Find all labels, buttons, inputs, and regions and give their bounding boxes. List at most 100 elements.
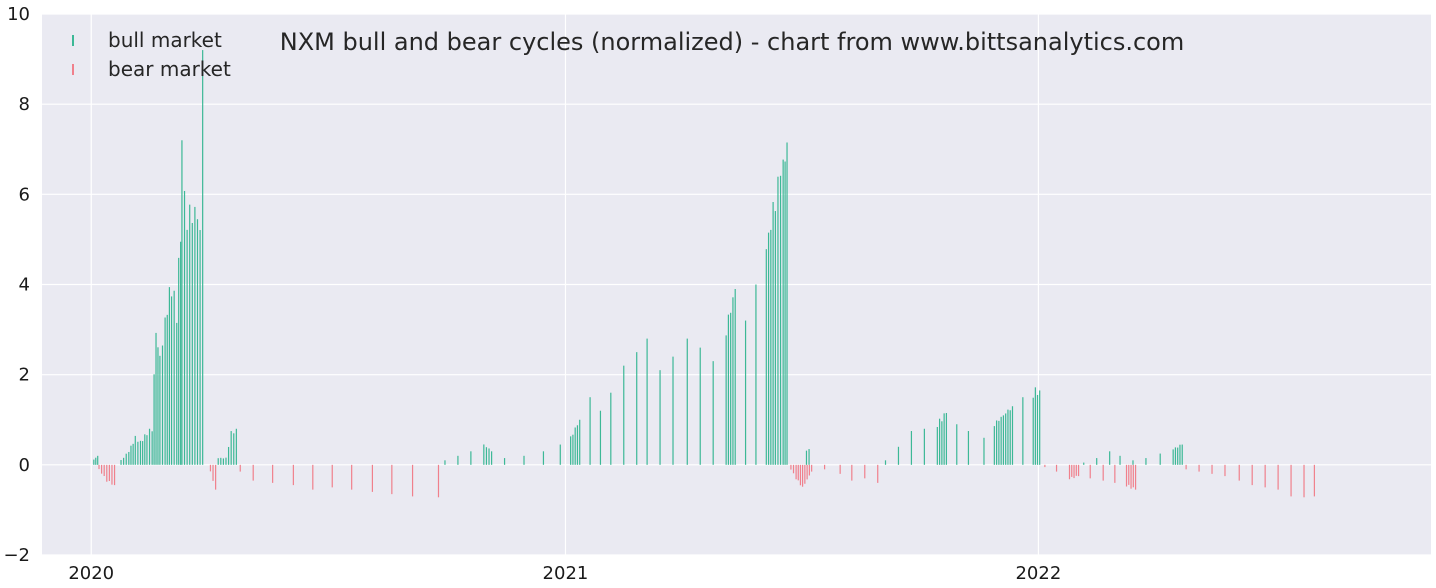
bear-bar	[790, 464, 792, 470]
bear-bar	[1128, 464, 1130, 485]
bull-bar	[559, 444, 561, 465]
bull-bar	[772, 201, 774, 465]
bull-bar	[744, 320, 747, 465]
bull-bar	[1000, 416, 1002, 465]
bear-bar	[1114, 464, 1116, 483]
bear-bar	[1211, 464, 1213, 474]
bull-bar	[579, 419, 581, 465]
bear-bar	[103, 464, 105, 477]
bull-bar	[503, 458, 506, 465]
bear-bar	[331, 464, 333, 488]
bull-bar	[1032, 397, 1034, 465]
bull-bar	[523, 455, 525, 465]
bull-bar	[130, 445, 132, 465]
bear-bar	[1290, 464, 1292, 497]
bull-bar	[1039, 390, 1041, 465]
bear-bar	[1044, 464, 1046, 468]
bull-bar	[910, 431, 913, 465]
bull-bar	[1011, 406, 1014, 465]
bull-bar	[161, 345, 164, 465]
bear-bar	[1251, 464, 1253, 486]
bear-bar	[1089, 464, 1091, 479]
bull-bar	[153, 374, 155, 465]
bull-bar	[805, 450, 808, 465]
bear-bar	[1125, 464, 1128, 487]
bull-bar	[983, 437, 985, 465]
bear-bar	[1102, 464, 1104, 481]
bull-bar	[134, 435, 136, 465]
bull-bar	[884, 460, 887, 465]
bull-bar	[444, 460, 446, 465]
bull-bar	[784, 161, 786, 465]
bull-bar	[222, 458, 224, 465]
bull-bar	[148, 428, 151, 465]
bull-bar	[159, 355, 161, 465]
bear-bar	[806, 464, 808, 480]
bull-bar	[125, 453, 127, 465]
bull-bar	[589, 397, 591, 465]
bear-bar	[795, 464, 797, 480]
bull-bar	[199, 230, 201, 465]
bear-bar	[801, 464, 804, 487]
bull-bar	[97, 455, 99, 465]
bull-bar	[686, 338, 688, 465]
bull-bar	[235, 428, 237, 465]
bear-bar	[839, 464, 841, 474]
bear-bar	[1264, 464, 1266, 488]
bull-bar	[180, 241, 182, 465]
bear-bar	[215, 464, 217, 490]
bull-bar	[173, 290, 175, 465]
bull-bar	[186, 229, 188, 465]
bull-bar	[945, 412, 948, 465]
bull-bar	[146, 435, 148, 465]
bull-bar	[157, 347, 159, 465]
legend-bear-label: bear market	[108, 57, 231, 81]
bull-bar	[1005, 413, 1007, 465]
bull-bar	[572, 434, 574, 465]
bull-bar	[123, 457, 125, 465]
x-axis-tick-labels: 2020 2021 2022	[68, 563, 1061, 584]
bull-bar	[170, 296, 173, 465]
bear-bar	[1073, 464, 1075, 479]
bull-bar	[1172, 449, 1174, 465]
bear-bar	[1313, 464, 1315, 497]
bear-bar	[808, 464, 810, 476]
bull-bar	[217, 458, 219, 465]
bull-bar	[120, 460, 122, 465]
bear-bar	[101, 464, 103, 474]
y-tick-label: 8	[19, 94, 30, 115]
bull-bar	[732, 297, 734, 465]
bull-bar	[730, 312, 732, 465]
bull-bar	[1036, 394, 1039, 465]
bear-bar	[1303, 464, 1305, 498]
bull-bar	[1034, 387, 1036, 465]
bull-bar	[574, 427, 576, 465]
bull-bar	[183, 190, 186, 465]
y-tick-label: 4	[19, 275, 30, 296]
bear-bar	[804, 464, 806, 484]
bull-bar	[939, 418, 941, 465]
bull-bar	[144, 434, 146, 465]
bull-bar	[936, 426, 938, 465]
bull-bar	[659, 370, 661, 465]
y-tick-label: −2	[3, 545, 30, 566]
bull-bar	[636, 352, 638, 465]
bull-bar	[457, 455, 459, 465]
bear-bar	[1134, 464, 1137, 490]
bull-bar	[485, 447, 488, 465]
bear-bar	[811, 464, 813, 472]
bull-bar	[168, 287, 171, 465]
bear-bar	[864, 464, 866, 479]
bull-bar	[1007, 409, 1009, 465]
y-tick-label: 0	[19, 455, 30, 476]
grid-lines	[42, 13, 1431, 556]
bull-bar	[139, 440, 142, 465]
bear-bar	[1071, 464, 1073, 477]
bull-bar	[755, 284, 757, 465]
x-tick-label: 2021	[543, 563, 589, 584]
bear-bar	[1075, 464, 1077, 476]
bull-bar	[923, 428, 925, 465]
bull-bar	[1132, 460, 1134, 465]
bear-bar	[1130, 464, 1132, 489]
bull-bar	[699, 347, 701, 465]
